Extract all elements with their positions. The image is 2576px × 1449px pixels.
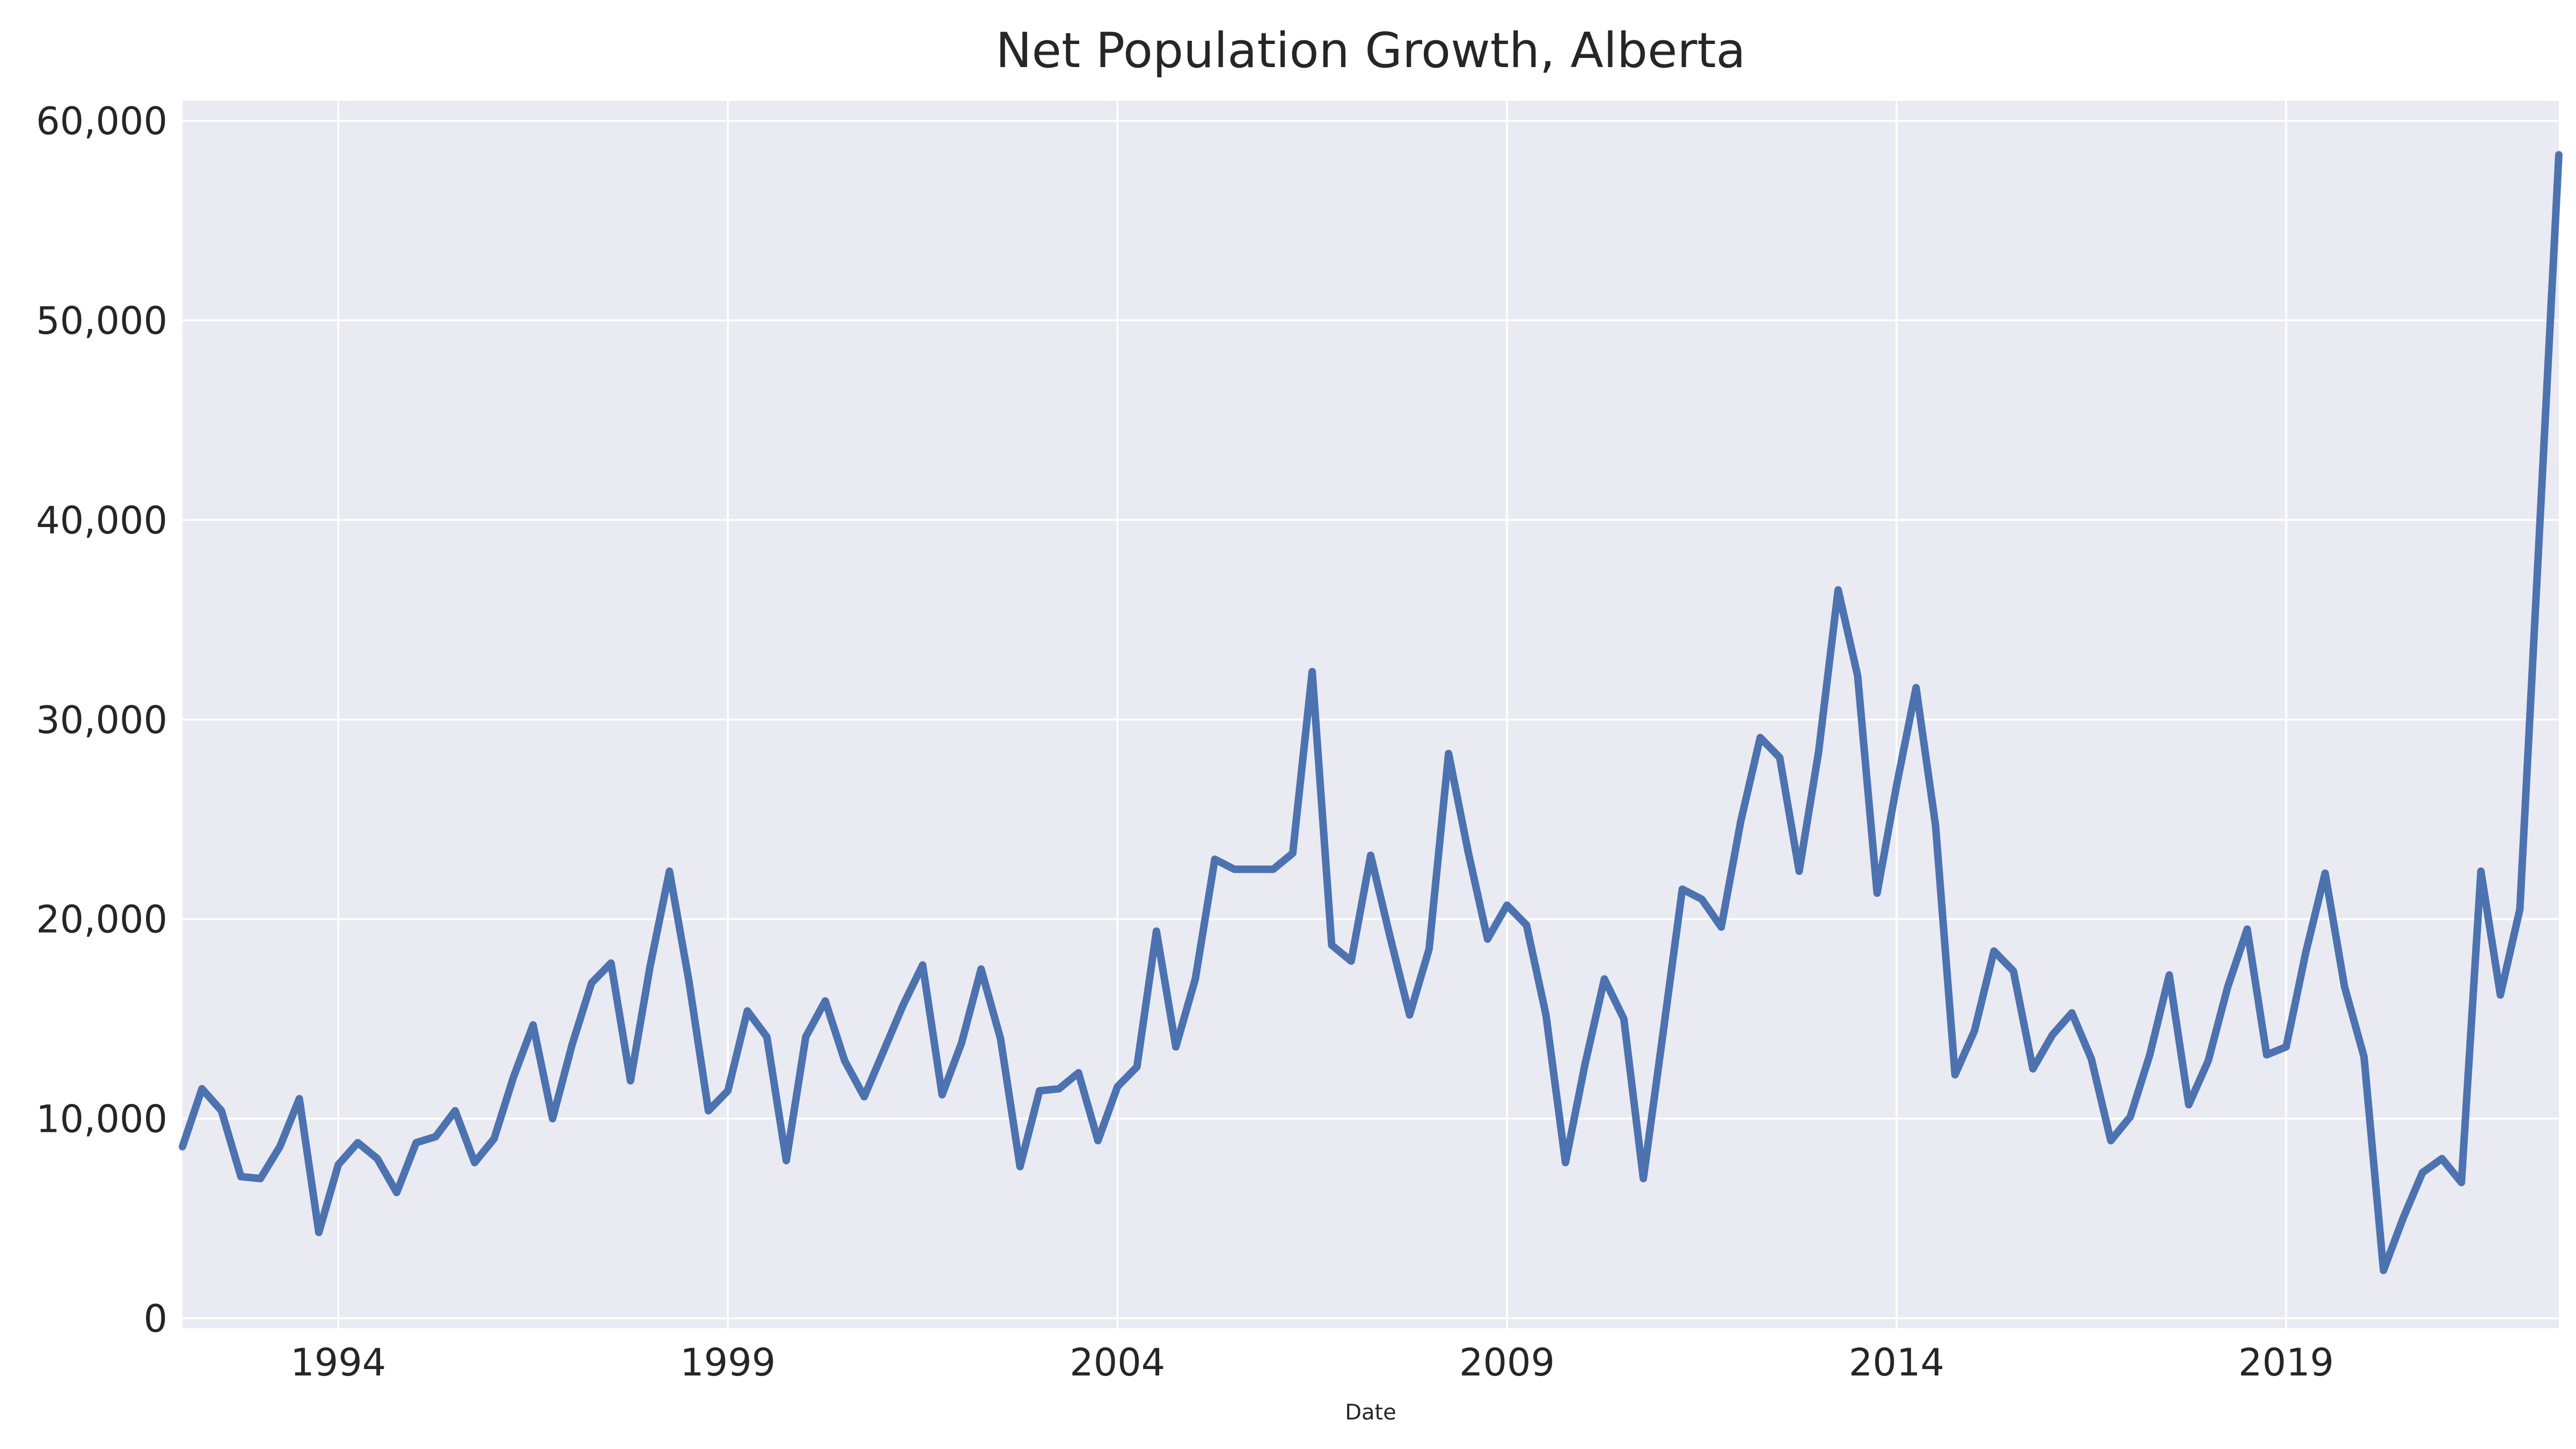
y-tick-label: 0	[143, 1297, 167, 1341]
y-tick-label: 50,000	[36, 299, 167, 343]
x-axis-label: Date	[1345, 1400, 1396, 1425]
y-axis-tick-labels: 0 10,000 20,000 30,000 40,000 50,000 60,000	[36, 99, 167, 1341]
x-tick-label: 2019	[2238, 1341, 2334, 1385]
y-tick-label: 40,000	[36, 499, 167, 543]
x-axis-tick-labels: 1994 1999 2004 2009 2014 2019	[290, 1341, 2334, 1385]
x-tick-label: 1994	[290, 1341, 386, 1385]
x-tick-label: 2014	[1849, 1341, 1944, 1385]
x-tick-label: 2009	[1459, 1341, 1555, 1385]
vertical-gridlines	[337, 101, 2287, 1328]
plot-area	[182, 101, 2559, 1328]
x-tick-label: 1999	[680, 1341, 775, 1385]
chart-title: Net Population Growth, Alberta	[996, 23, 1746, 79]
y-tick-label: 60,000	[36, 99, 167, 143]
horizontal-gridlines	[182, 120, 2559, 1320]
series-group	[179, 151, 2563, 1275]
y-tick-label: 10,000	[36, 1097, 167, 1141]
series-line	[179, 151, 2563, 1275]
x-tick-label: 2004	[1070, 1341, 1165, 1385]
y-tick-label: 30,000	[36, 698, 167, 742]
y-tick-label: 20,000	[36, 898, 167, 942]
